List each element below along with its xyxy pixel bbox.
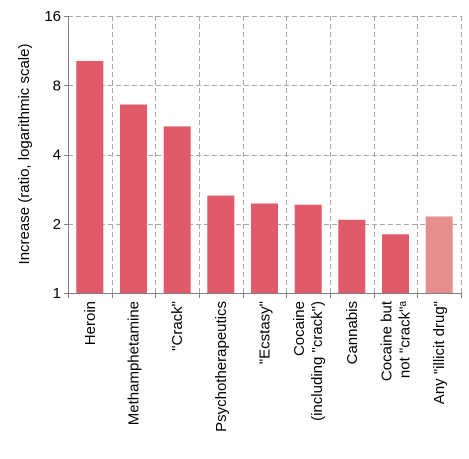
bar xyxy=(163,126,191,294)
x-tick-label-line: not "crack"ᵃ xyxy=(397,301,414,379)
x-tick-label-line: "Crack" xyxy=(169,301,186,351)
bar xyxy=(338,219,366,293)
x-tick-label-line: Cocaine but xyxy=(379,300,396,381)
y-tick-label: 8 xyxy=(53,77,61,94)
x-tick-label-line: Methamphetamine xyxy=(126,301,143,425)
x-tick-label-line: (including "crack") xyxy=(309,301,326,421)
y-tick-label: 4 xyxy=(53,147,61,164)
bar xyxy=(251,203,278,293)
bars xyxy=(76,61,453,294)
y-tick-label: 2 xyxy=(53,216,61,233)
x-tick-label: Psychotherapeutics xyxy=(213,301,230,432)
y-axis-label: Increase (ratio, logarithmic scale) xyxy=(16,44,33,265)
x-tick-label: Cocaine (including "crack") xyxy=(291,301,326,421)
bar xyxy=(425,216,453,293)
x-tick-label: "Crack" xyxy=(169,301,186,351)
axes xyxy=(64,16,462,298)
x-tick-label-line: Cocaine xyxy=(291,301,308,356)
x-tick-labels: Heroin Methamphetamine "Crack" Psychotherap… xyxy=(82,300,448,432)
x-tick-label: Any "illicit drug" xyxy=(431,301,448,404)
x-tick-label-line: Cannabis xyxy=(344,301,361,364)
bar xyxy=(76,61,104,293)
x-tick-label: Cannabis xyxy=(344,301,361,364)
x-tick-label-line: Heroin xyxy=(82,301,99,345)
bar xyxy=(120,104,147,293)
x-tick-label: "Ecstasy" xyxy=(257,301,274,364)
x-tick-label: Heroin xyxy=(82,301,99,345)
bar xyxy=(382,234,409,293)
grid xyxy=(68,16,462,293)
x-tick-label-line: "Ecstasy" xyxy=(257,301,274,364)
bar xyxy=(294,204,322,293)
y-tick-labels: 1 2 4 8 16 xyxy=(44,8,61,302)
x-tick-label: Methamphetamine xyxy=(126,301,143,425)
x-tick-label: Cocaine but not "crack"ᵃ xyxy=(379,300,414,381)
y-tick-label: 1 xyxy=(53,285,61,302)
bar xyxy=(207,195,235,293)
x-tick-label-line: Psychotherapeutics xyxy=(213,301,230,432)
x-tick-label-line: Any "illicit drug" xyxy=(431,301,448,404)
y-tick-label: 16 xyxy=(44,8,61,25)
